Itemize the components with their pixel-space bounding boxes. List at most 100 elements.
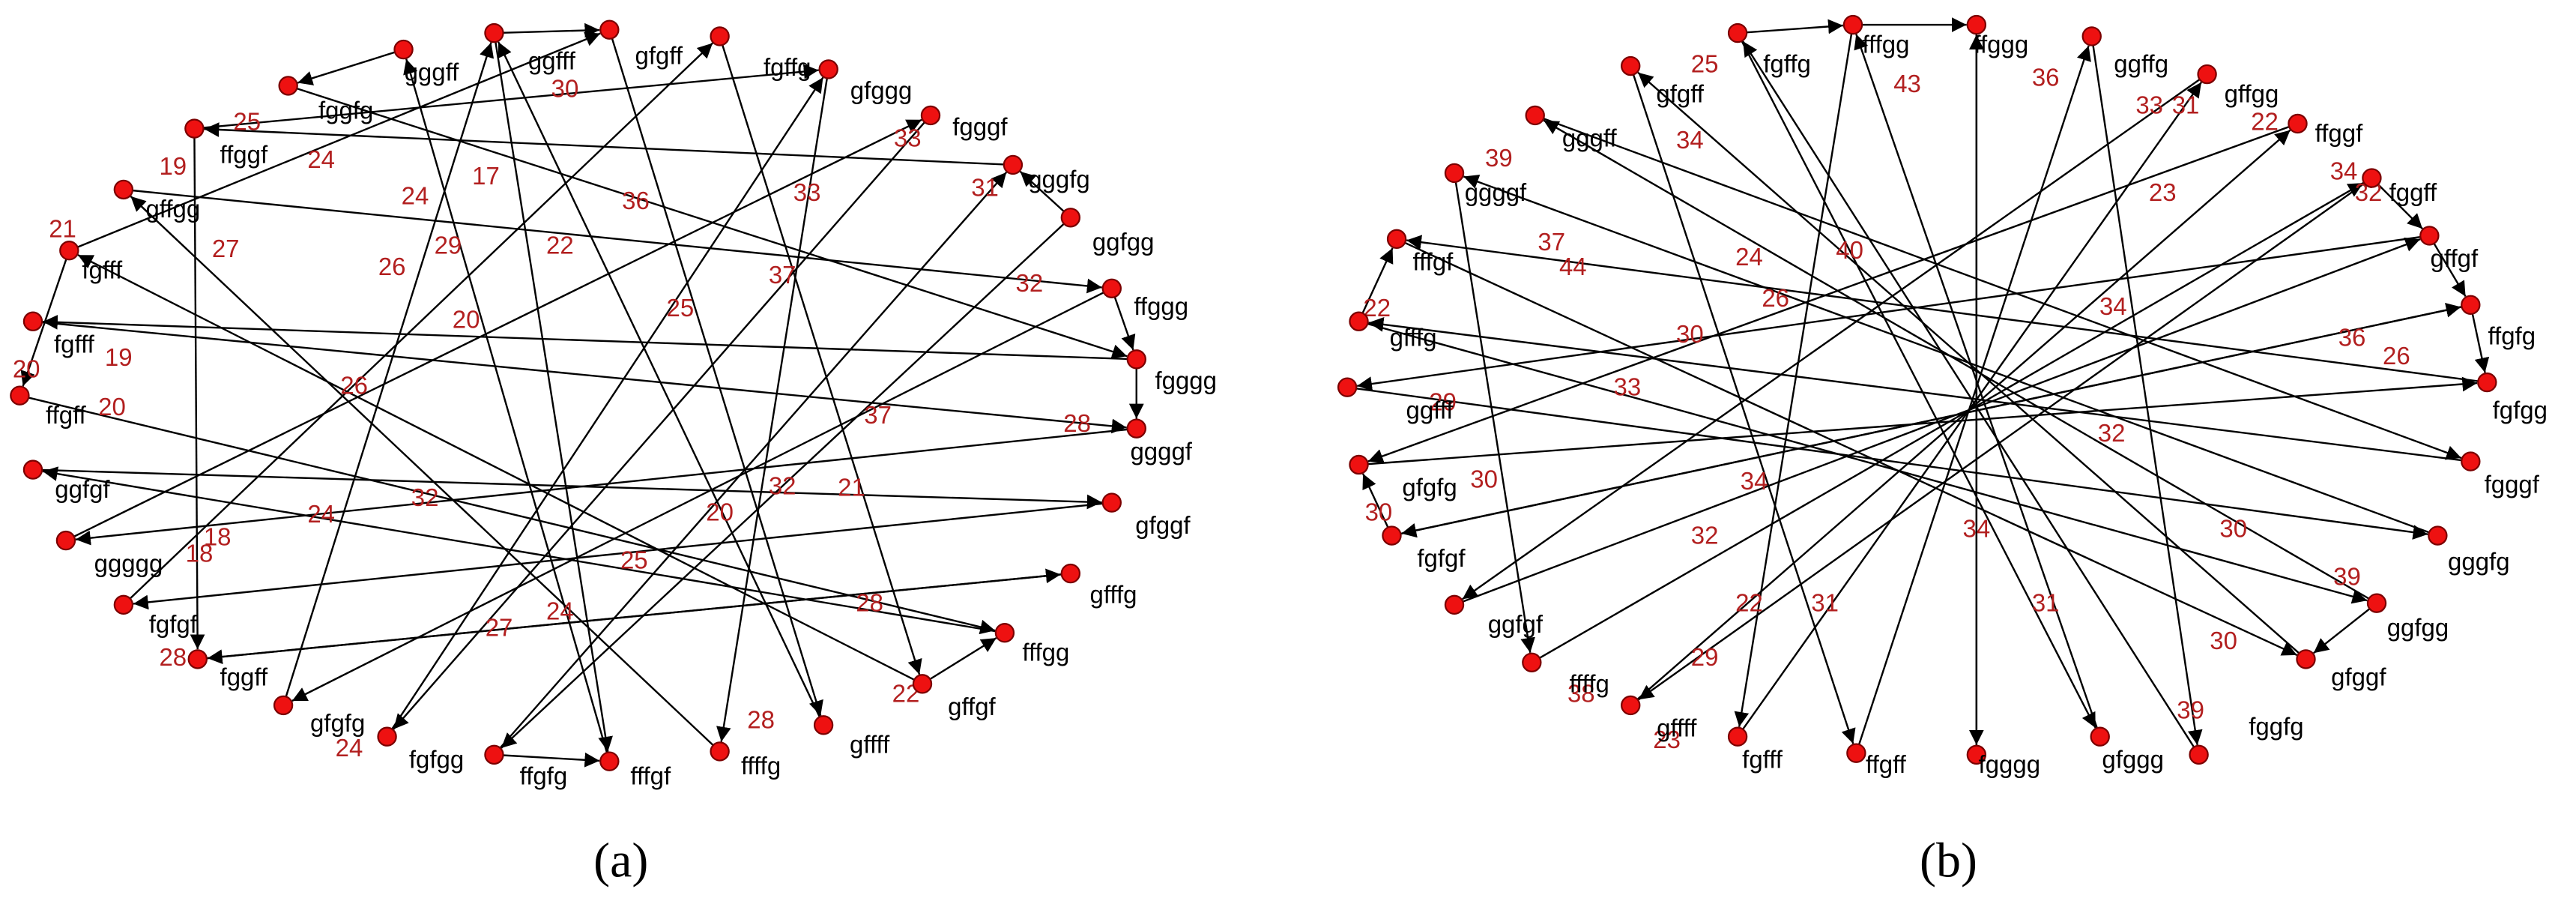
edge-weight: 20 — [706, 498, 734, 526]
edge-weight: 32 — [1691, 521, 1719, 549]
edge-weight: 28 — [1063, 409, 1091, 437]
edge — [190, 128, 205, 650]
node-label: gfgfg — [310, 709, 365, 737]
node-label: ffffg — [741, 752, 781, 780]
edge — [32, 468, 1102, 510]
edge-weight: 30 — [1365, 498, 1393, 526]
edge — [1738, 19, 1843, 34]
edge — [498, 41, 825, 726]
node — [393, 39, 414, 60]
edge-weight: 26 — [1762, 284, 1789, 312]
node — [1386, 229, 1407, 250]
edge — [1391, 302, 2461, 537]
node-label: fgfff — [54, 330, 95, 358]
node — [2477, 372, 2497, 393]
edge — [207, 572, 1071, 665]
edge-weight: 25 — [620, 546, 648, 573]
edge — [2313, 602, 2377, 654]
edge-weight: 34 — [1963, 515, 1991, 543]
node-label: gggfg — [2448, 548, 2510, 576]
node-label: ffggf — [2315, 119, 2363, 147]
edge — [2090, 36, 2203, 746]
edge — [2470, 304, 2490, 373]
node — [1966, 14, 1987, 35]
edge — [1535, 114, 2462, 460]
node — [1349, 311, 1369, 331]
node — [1621, 695, 1641, 716]
edge — [1462, 73, 2208, 600]
node — [184, 118, 205, 139]
edge — [1630, 65, 1856, 744]
node-label: gfggf — [2331, 663, 2386, 690]
edge-weight: 22 — [1735, 589, 1763, 617]
edge-weight: 23 — [2149, 178, 2177, 206]
node — [2461, 451, 2481, 471]
node-label: gfffg — [1090, 581, 1137, 609]
edge-weight: 24 — [307, 500, 335, 528]
edge — [1368, 317, 2471, 462]
node — [484, 744, 504, 765]
node — [113, 179, 134, 200]
edge — [1396, 238, 2298, 656]
edge-weight: 21 — [838, 474, 865, 501]
node-label: gffff — [1657, 714, 1697, 742]
edge — [493, 32, 613, 752]
edge-weight: 44 — [1559, 253, 1587, 280]
node-label: fffgg — [1022, 638, 1069, 666]
node — [2189, 744, 2209, 765]
node-label: ffggg — [1134, 292, 1188, 320]
edge-weight: 36 — [2338, 324, 2366, 352]
edge-weight: 18 — [186, 540, 214, 567]
node-label: fffgf — [630, 762, 671, 789]
edge-weight: 39 — [2177, 696, 2204, 723]
node-label: gffgf — [948, 693, 996, 720]
node-label: gfgfg — [1402, 474, 1457, 501]
node — [187, 649, 208, 669]
node — [2366, 593, 2387, 613]
node — [2288, 113, 2308, 134]
edge-weight: 18 — [204, 523, 232, 551]
edge — [1357, 235, 2430, 391]
node — [599, 19, 620, 40]
node-label: fggfg — [2249, 712, 2303, 740]
node-label: gfffg — [1390, 324, 1437, 352]
edge-weight: 17 — [472, 162, 500, 190]
edge-weight: 23 — [1653, 726, 1681, 753]
node — [2296, 649, 2316, 669]
edge-weight: 29 — [435, 232, 462, 259]
edge-weight: 32 — [1016, 269, 1044, 297]
node-label: gggff — [405, 58, 460, 86]
node-label: fgfff — [82, 256, 123, 284]
edge — [20, 250, 70, 387]
edge — [123, 42, 713, 606]
edge-weight: 19 — [159, 152, 187, 180]
edge-weight: 27 — [212, 235, 240, 262]
edge-weight: 32 — [769, 471, 796, 499]
node-label: fgggg — [1155, 367, 1217, 394]
edge-weight: 34 — [2330, 157, 2358, 185]
edge-weight: 30 — [1470, 465, 1498, 493]
edge-weight: 28 — [747, 706, 775, 734]
edge-weight: 39 — [1485, 144, 1513, 172]
node-label: fgfgg — [409, 745, 464, 773]
edge-weight: 31 — [971, 174, 999, 202]
node-label: fffgg — [1862, 30, 1909, 58]
node-label: ggggf — [1130, 437, 1192, 465]
node — [994, 623, 1015, 643]
edge — [386, 76, 824, 738]
edge-weight: 33 — [793, 178, 821, 206]
node — [484, 22, 504, 43]
edge — [291, 287, 1113, 702]
node — [55, 530, 76, 551]
edge — [719, 36, 922, 675]
node-label: gffgg — [2225, 79, 2279, 107]
edge — [75, 427, 1137, 546]
edge — [133, 501, 1112, 610]
node — [1522, 652, 1542, 672]
node — [920, 105, 941, 126]
node — [2197, 64, 2217, 85]
edge-weight: 27 — [486, 614, 513, 642]
edge — [1358, 320, 2368, 604]
edge-weight: 37 — [864, 401, 892, 429]
edge — [1543, 119, 2377, 604]
